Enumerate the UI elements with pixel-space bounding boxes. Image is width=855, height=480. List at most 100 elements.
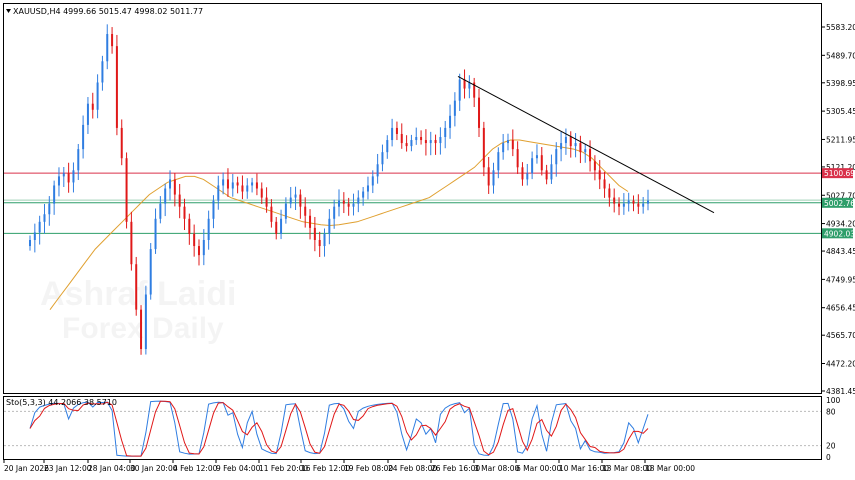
candle-body <box>144 294 147 350</box>
trendline[interactable] <box>457 75 715 214</box>
candle-body <box>212 200 215 219</box>
price-tick-label: 5305.45 <box>826 107 855 116</box>
candle-body <box>130 221 133 265</box>
candle-body <box>535 155 538 159</box>
time-tick-label: 23 Jan 12:00 <box>44 464 92 473</box>
candle-body <box>627 200 630 204</box>
candle-body <box>91 103 94 110</box>
candle-body <box>608 188 611 198</box>
candle-body <box>531 158 534 174</box>
candle-body <box>449 115 452 128</box>
candle-body <box>521 167 524 180</box>
candle-body <box>62 173 65 177</box>
candle-body <box>338 200 340 207</box>
price-tick-label: 4656.45 <box>826 304 855 313</box>
price-tick-label: 4749.95 <box>826 275 855 284</box>
candle-body <box>115 46 118 128</box>
candle-body <box>603 179 606 189</box>
level-price-tag-label: 5002.76 <box>824 199 855 208</box>
candle-body <box>647 200 649 204</box>
oscillator-tick-label: 20 <box>826 442 836 451</box>
candle-body <box>309 215 312 228</box>
candle-body <box>395 127 398 134</box>
time-tick-label: 20 Jan 2026 <box>4 464 49 473</box>
collapse-triangle-icon[interactable] <box>6 9 11 13</box>
candle-body <box>222 179 225 186</box>
candle-body <box>241 185 244 192</box>
candle-body <box>33 232 36 240</box>
time-tick-label: 28 Jan 04:00 <box>88 464 136 473</box>
candle-body <box>487 167 490 186</box>
candle-body <box>67 173 70 183</box>
price-tick-label: 4381.45 <box>826 387 855 396</box>
watermark-line1: Ashraf Laidi <box>40 275 236 313</box>
candle-body <box>120 127 123 159</box>
candle-body <box>111 34 114 47</box>
candle-body <box>106 34 109 62</box>
candle-body <box>468 82 471 89</box>
candle-body <box>154 218 157 250</box>
candle-body <box>444 127 447 138</box>
oscillator-frame <box>3 396 822 460</box>
candle-body <box>560 143 563 150</box>
price-tick-label: 5398.95 <box>826 79 855 88</box>
candle-body <box>226 179 229 189</box>
candle-body <box>347 203 350 207</box>
time-tick-label: 11 Feb 20:00 <box>259 464 308 473</box>
candle-body <box>342 200 345 204</box>
candle-body <box>193 233 196 247</box>
candle-body <box>294 194 297 198</box>
time-tick-label: 6 Mar 00:00 <box>516 464 562 473</box>
candle-body <box>202 239 205 256</box>
candle-body <box>550 164 553 180</box>
level-price-tag <box>822 168 853 179</box>
candle-body <box>555 149 558 165</box>
candle-body <box>478 97 481 128</box>
candle-body <box>420 137 423 141</box>
oscillator-tick-label: 100 <box>826 396 841 405</box>
candle-body <box>434 140 437 144</box>
price-tick-label: 4843.45 <box>826 247 855 256</box>
candle-body <box>391 127 394 141</box>
price-tick-label: 4565.70 <box>826 331 855 340</box>
time-tick-label: 10 Mar 16:00 <box>559 464 609 473</box>
candle-body <box>516 149 519 168</box>
candle-body <box>386 140 389 153</box>
candle-body <box>304 206 307 216</box>
candle-body <box>506 140 509 144</box>
candle-body <box>439 137 442 144</box>
candle-body <box>43 214 46 222</box>
candle-body <box>593 161 596 171</box>
time-tick-label: 24 Feb 08:00 <box>388 464 437 473</box>
candle-body <box>246 185 249 192</box>
candle-body <box>584 149 587 153</box>
candle-body <box>29 239 31 247</box>
candle-body <box>632 200 635 204</box>
time-tick-label: 18 Mar 00:00 <box>645 464 695 473</box>
candle-body <box>188 218 191 234</box>
candle-body <box>38 221 41 233</box>
candle-body <box>236 182 239 186</box>
candle-body <box>323 233 326 247</box>
candle-body <box>270 206 273 222</box>
candle-body <box>251 182 254 186</box>
candle-body <box>424 140 427 144</box>
main-plot-frame <box>3 3 822 394</box>
candle-body <box>173 179 176 195</box>
candle-body <box>217 185 220 201</box>
stochastic-signal-line <box>29 400 649 457</box>
candle-body <box>589 149 592 162</box>
level-price-tag <box>822 228 853 239</box>
time-tick-label: 13 Mar 08:00 <box>602 464 652 473</box>
candle-body <box>255 182 258 189</box>
time-tick-label: 19 Feb 08:00 <box>344 464 393 473</box>
candle-body <box>101 61 104 83</box>
candle-body <box>135 264 138 310</box>
candle-body <box>458 79 461 101</box>
level-price-tag-label: 5100.69 <box>824 169 855 178</box>
candle-body <box>405 143 408 147</box>
candle-body <box>642 203 645 207</box>
oscillator-tick-label: 80 <box>826 407 836 416</box>
candle-body <box>57 176 60 186</box>
